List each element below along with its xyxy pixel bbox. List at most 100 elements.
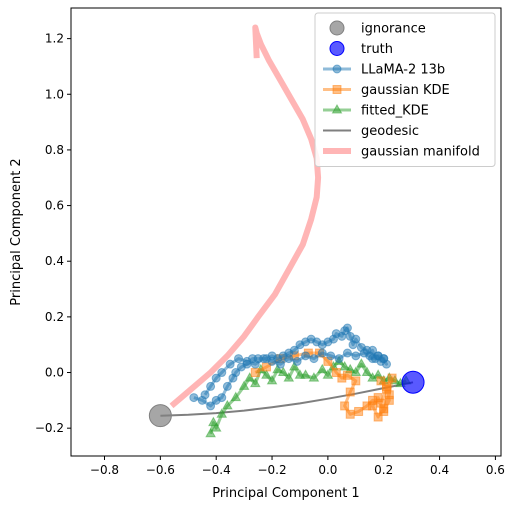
y-axis-title: Principal Component 2: [9, 158, 24, 305]
data-point-llama-2-13b: [309, 354, 319, 364]
data-point-llama-2-13b: [334, 354, 344, 364]
data-point-llama-2-13b: [267, 356, 277, 366]
plot-frame: [70, 7, 502, 457]
legend-swatch-marker: [332, 64, 342, 74]
data-point-gaussian-kde: [379, 406, 389, 416]
data-point-llama-2-13b: [326, 351, 336, 361]
data-point-llama-2-13b: [189, 393, 199, 403]
data-point-fitted-kde: [261, 369, 272, 379]
y-tick-label: −0.2: [35, 421, 64, 435]
legend: ignorance truth LLaMA-2 13b gaussian KDE fit…: [314, 12, 496, 167]
data-point-gaussian-kde: [373, 412, 383, 422]
points-layer: [148, 370, 425, 428]
data-point-llama-2-13b: [351, 334, 361, 344]
data-point-llama-2-13b: [342, 348, 352, 358]
data-point-fitted-kde: [322, 369, 334, 379]
data-point-fitted-kde: [230, 391, 242, 402]
data-point-llama-2-13b: [234, 354, 244, 364]
data-point-llama-2-13b: [242, 356, 252, 366]
x-tick-label: −0.8: [90, 463, 119, 477]
data-point-llama-2-13b: [225, 359, 235, 369]
y-tick-label: 0.2: [45, 310, 64, 324]
data-point-llama-2-13b: [317, 348, 327, 358]
legend-swatch-marker: [332, 85, 342, 94]
y-tick-label: 0.0: [45, 366, 64, 380]
legend-label: LLaMA-2 13b: [361, 63, 445, 78]
legend-label: fitted_KDE: [361, 104, 429, 119]
legend-label: gaussian manifold: [361, 145, 480, 160]
data-point-gaussian-kde: [376, 376, 386, 386]
legend-item-ignorance: ignorance: [329, 20, 426, 37]
y-tick-label: 1.0: [45, 87, 64, 101]
data-point-gaussian-kde: [345, 387, 355, 397]
data-point-llama-2-13b: [206, 401, 216, 411]
point-truth: [401, 370, 425, 394]
data-point-fitted-kde: [300, 369, 311, 379]
data-point-gaussian-kde: [368, 401, 378, 411]
point-ignorance: [148, 404, 172, 428]
legend-swatch-marker: [331, 103, 343, 114]
data-point-gaussian-kde: [345, 409, 355, 419]
legend-swatch: [329, 20, 345, 36]
data-point-llama-2-13b: [342, 323, 352, 333]
legend-item-llama-2-13b: LLaMA-2 13b: [323, 63, 445, 78]
data-point-gaussian-kde: [351, 376, 361, 386]
data-point-llama-2-13b: [217, 393, 227, 403]
y-tick-label: 0.8: [45, 143, 64, 157]
y-tick-label: 1.2: [45, 32, 64, 46]
data-point-gaussian-kde: [342, 370, 352, 380]
data-point-fitted-kde: [350, 366, 362, 377]
legend-item-gaussian-manifold: gaussian manifold: [323, 145, 480, 160]
legend-item-truth: truth: [329, 41, 393, 57]
y-tick-label: 0.6: [45, 199, 64, 213]
series-llama-2-13b: [189, 323, 392, 411]
data-point-fitted-kde: [316, 363, 328, 374]
geodesic-layer: [160, 381, 414, 417]
legend-label: truth: [361, 42, 393, 57]
x-tick-label: 0.6: [486, 463, 505, 477]
x-tick-label: −0.2: [257, 463, 286, 477]
legend-label: gaussian KDE: [361, 83, 450, 98]
legend-item-fitted-kde: fitted_KDE: [323, 104, 429, 119]
data-point-gaussian-kde: [373, 393, 383, 403]
data-point-llama-2-13b: [292, 356, 302, 366]
data-point-fitted-kde: [216, 408, 228, 418]
legend-item-geodesic: geodesic: [323, 124, 419, 139]
legend-swatch: [329, 41, 345, 56]
data-point-gaussian-kde: [382, 381, 392, 391]
data-point-gaussian-kde: [387, 373, 397, 383]
data-point-fitted-kde: [356, 358, 367, 368]
x-tick-label: −0.4: [202, 463, 231, 477]
legend-label: ignorance: [361, 22, 426, 37]
data-point-fitted-kde: [222, 399, 233, 410]
x-tick-label: 0.0: [318, 463, 337, 477]
data-point-fitted-kde: [339, 360, 350, 371]
data-point-fitted-kde: [266, 374, 278, 385]
data-point-llama-2-13b: [200, 390, 210, 400]
data-point-llama-2-13b: [351, 351, 361, 361]
data-point-llama-2-13b: [301, 351, 311, 361]
data-point-llama-2-13b: [206, 381, 216, 391]
data-point-fitted-kde: [238, 380, 250, 390]
data-point-llama-2-13b: [289, 345, 299, 355]
data-point-gaussian-kde: [331, 368, 341, 378]
data-point-gaussian-kde: [354, 406, 364, 416]
data-point-fitted-kde: [272, 363, 283, 374]
x-axis-title: Principal Component 1: [212, 486, 359, 501]
data-point-fitted-kde: [249, 377, 261, 388]
data-point-llama-2-13b: [211, 373, 221, 383]
data-point-llama-2-13b: [231, 368, 241, 378]
data-point-fitted-kde: [210, 422, 222, 432]
data-point-llama-2-13b: [368, 354, 378, 364]
legend-box: [314, 12, 496, 167]
data-point-llama-2-13b: [250, 359, 260, 369]
data-point-llama-2-13b: [284, 354, 294, 364]
data-point-fitted-kde: [205, 427, 216, 438]
data-point-fitted-kde: [308, 372, 320, 382]
data-point-llama-2-13b: [359, 348, 369, 358]
data-point-fitted-kde: [361, 366, 373, 377]
data-point-gaussian-kde: [340, 401, 350, 411]
y-tick-label: 0.4: [45, 254, 64, 268]
data-point-fitted-kde: [244, 372, 256, 382]
